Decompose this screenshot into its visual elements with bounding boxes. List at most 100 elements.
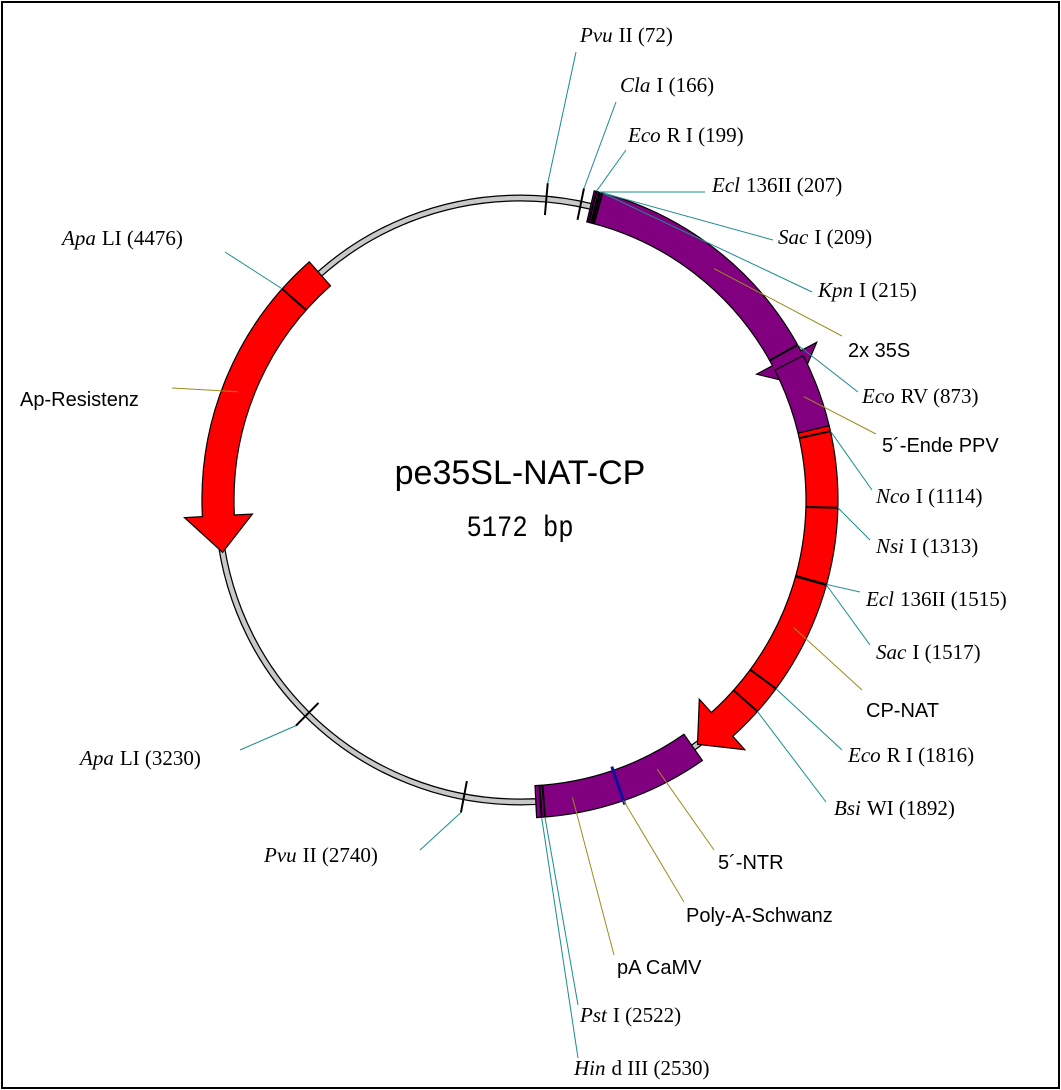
enzyme-name: Bsi [834, 796, 861, 820]
site-tick [805, 505, 838, 509]
enzyme-name: Apa [78, 746, 114, 770]
site-label: Apa LI (3230) [78, 746, 201, 770]
enzyme-name: Pvu [263, 843, 297, 867]
site-tick [587, 191, 598, 223]
site-label: Cla I (166) [620, 73, 714, 97]
site-leader [757, 711, 827, 803]
site-position: II (2740) [303, 843, 378, 867]
site-label: Ecl 136II (207) [711, 173, 842, 197]
enzyme-name: Nco [875, 484, 910, 508]
enzyme-name: Apa [60, 226, 96, 250]
layer: Pvu II (72)Cla I (166)Eco R I (199)Ecl 136II… [20, 23, 1007, 1080]
enzyme-name: Cla [620, 73, 650, 97]
site-leader [239, 725, 297, 751]
feature-label: Poly-A-Schwanz [686, 905, 833, 927]
enzyme-name: Kpn [817, 278, 853, 302]
site-label: Nco I (1114) [875, 484, 983, 508]
junction-line [610, 766, 627, 805]
site-label: Eco RV (873) [861, 384, 979, 408]
feature-leader [623, 800, 685, 903]
site-label: Nsi I (1313) [875, 534, 978, 558]
site-position: WI (1892) [867, 796, 955, 820]
site-tick [749, 668, 777, 690]
site-tick [281, 288, 307, 311]
site-tick [591, 192, 602, 224]
enzyme-name: Pvu [579, 23, 613, 47]
site-tick [795, 575, 827, 586]
site-position: RV (873) [901, 384, 979, 408]
site-position: I (215) [859, 278, 917, 302]
site-leader [837, 507, 871, 541]
feature-leader [171, 387, 239, 393]
site-tick [541, 785, 546, 818]
feature-label: 5´-NTR [718, 852, 784, 874]
site-label: Pvu II (72) [579, 23, 673, 47]
site-label: Eco R I (1816) [847, 743, 974, 767]
site-position: I (2522) [613, 1003, 681, 1027]
site-tick [543, 183, 549, 216]
site-position: 136II (207) [746, 173, 842, 197]
site-tick [593, 192, 604, 225]
enzyme-name: Ecl [711, 173, 740, 197]
feature-band [696, 425, 839, 751]
site-position: I (1313) [910, 534, 978, 558]
site-position: II (72) [619, 23, 673, 47]
site-position: LI (4476) [102, 226, 183, 250]
feature-band [534, 733, 704, 819]
site-position: R I (1816) [887, 743, 975, 767]
site-tick [459, 780, 468, 813]
site-position: R I (199) [667, 123, 744, 147]
enzyme-name: Nsi [875, 534, 904, 558]
site-position: I (209) [814, 225, 872, 249]
feature-label: CP-NAT [866, 700, 939, 722]
site-tick [769, 343, 799, 362]
site-position: I (166) [656, 73, 714, 97]
site-leader [541, 817, 579, 1059]
site-label: Apa LI (4476) [60, 226, 183, 250]
site-leader [583, 101, 617, 189]
site-tick [295, 702, 320, 727]
site-leader [224, 251, 283, 290]
site-label: Ecl 136II (1515) [865, 587, 1007, 611]
site-leader [826, 584, 871, 646]
site-leader [775, 688, 843, 751]
feature-leader [803, 396, 877, 435]
feature-label: Ap-Resistenz [20, 389, 139, 411]
site-tick [590, 191, 601, 224]
site-label: Eco R I (199) [627, 123, 744, 147]
enzyme-name: Eco [627, 123, 661, 147]
site-position: I (1114) [916, 484, 983, 508]
feature-leader [793, 627, 863, 691]
site-tick [538, 785, 543, 818]
site-leader [544, 816, 579, 1006]
feature-band [183, 260, 332, 554]
enzyme-name: Sac [876, 640, 907, 664]
site-label: Kpn I (215) [817, 278, 917, 302]
plasmid-size: 5172 bp [466, 512, 573, 545]
site-leader [826, 583, 861, 593]
site-label: Sac I (1517) [876, 640, 981, 664]
enzyme-name: Eco [847, 743, 881, 767]
enzyme-name: Ecl [865, 587, 894, 611]
site-tick [576, 188, 585, 221]
site-label: Sac I (209) [778, 225, 872, 249]
feature-label: pA CaMV [617, 957, 702, 979]
site-tick [732, 689, 759, 713]
feature-label: 5´-Ende PPV [882, 435, 999, 457]
feature-leader [713, 268, 843, 337]
site-leader [600, 191, 774, 241]
enzyme-name: Eco [861, 384, 895, 408]
site-label: Hin d III (2530) [573, 1056, 709, 1080]
site-leader [595, 149, 627, 192]
enzyme-name: Pst [579, 1003, 608, 1027]
site-position: I (1517) [912, 640, 980, 664]
site-leader [830, 430, 873, 491]
site-leader [797, 344, 859, 393]
plasmid-name: pe35SL-NAT-CP [395, 454, 646, 492]
site-label: Pvu II (2740) [263, 843, 378, 867]
enzyme-name: Sac [778, 225, 809, 249]
feature-label: 2x 35S [848, 340, 910, 362]
site-position: 136II (1515) [900, 587, 1007, 611]
